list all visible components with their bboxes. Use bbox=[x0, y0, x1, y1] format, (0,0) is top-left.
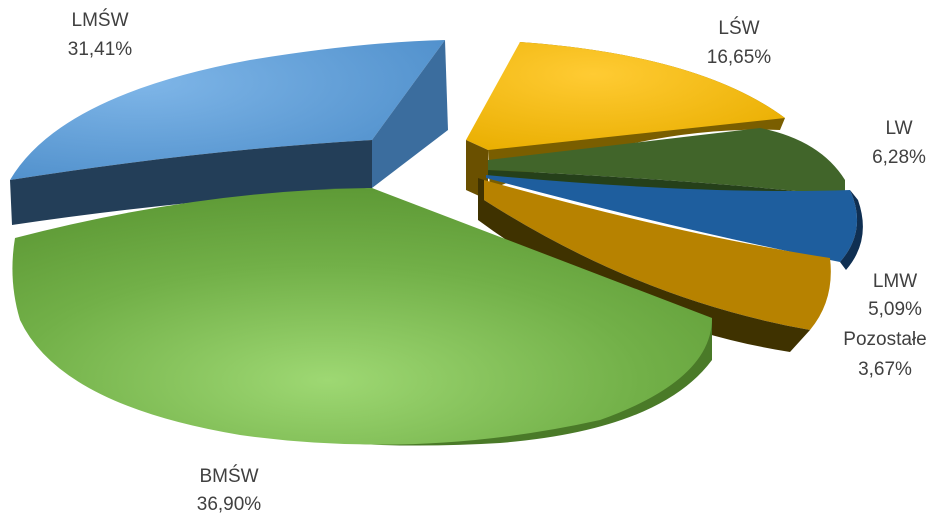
slice-bmsw bbox=[12, 188, 712, 446]
label-lw-name: LW bbox=[885, 118, 912, 139]
label-lw-value: 6,28% bbox=[872, 147, 926, 168]
slice-pozostale bbox=[478, 178, 831, 352]
label-bmsw-value: 36,90% bbox=[197, 494, 262, 515]
label-lmsw-name: LMŚW bbox=[72, 9, 129, 31]
slice-lmw bbox=[486, 175, 863, 270]
label-bmsw-name: BMŚW bbox=[199, 465, 258, 487]
label-lmw-value: 5,09% bbox=[868, 299, 922, 320]
label-lmw-name: LMW bbox=[873, 271, 917, 292]
label-pozostale-name: Pozostałe bbox=[843, 329, 926, 350]
label-lsw-value: 16,65% bbox=[707, 47, 772, 68]
slice-lmsw bbox=[10, 40, 448, 225]
label-lmsw-value: 31,41% bbox=[68, 39, 133, 60]
label-lsw-name: LŚW bbox=[718, 17, 759, 39]
label-pozostale-value: 3,67% bbox=[858, 359, 912, 380]
